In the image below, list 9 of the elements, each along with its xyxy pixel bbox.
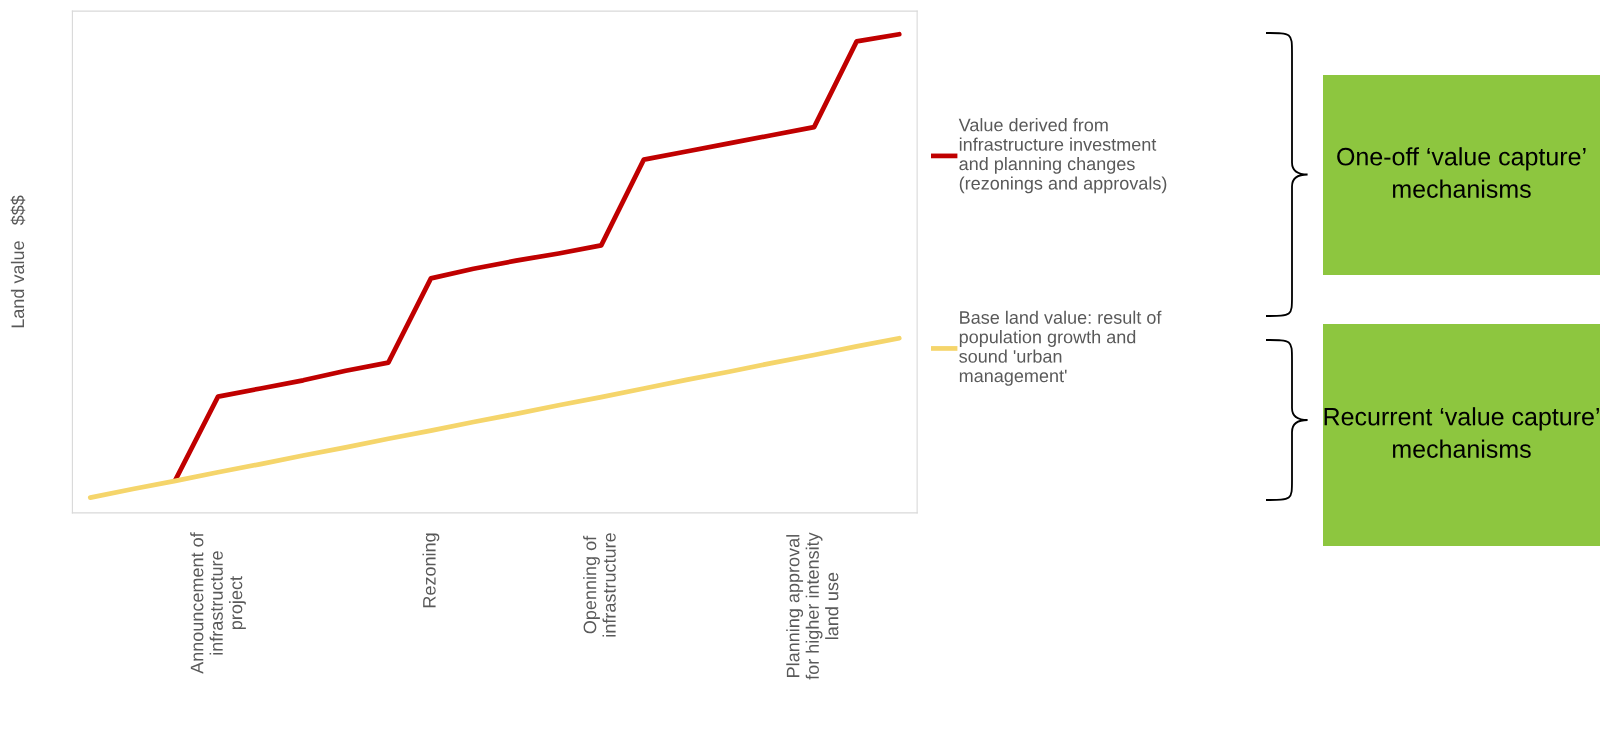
x-tick-label: Openning of infrastructure (583, 533, 616, 637)
legend-label: Value derived from infrastructure investment and planning changes (rezonings and approvals) (958, 118, 1167, 194)
x-tick-label: Rezoning (422, 533, 440, 608)
x-tick-label: Announcement of infrastructure project (190, 532, 246, 674)
text: One-off ‘value capture’ mechanisms (1337, 147, 1586, 198)
x-tick-label: Planning approval for higher intensity land use (786, 532, 839, 680)
y-axis-title: Land value $$$ (10, 195, 26, 328)
text: Recurrent ‘value capture’ mechanisms (1324, 407, 1599, 458)
legend-label: Base land value: result of population growth and sound 'urban management' (959, 310, 1162, 386)
